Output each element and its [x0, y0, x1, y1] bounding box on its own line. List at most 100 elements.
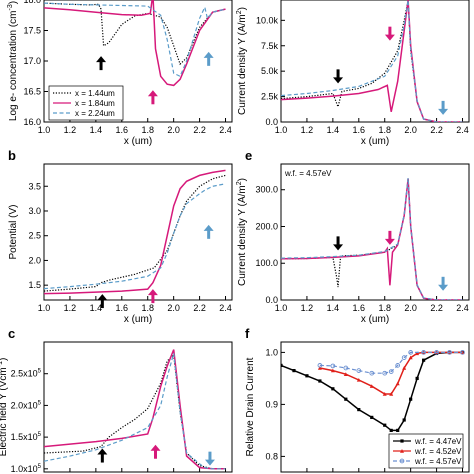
data-point: [395, 363, 401, 368]
data-point: [317, 363, 323, 368]
series-line: [44, 353, 226, 470]
indicator-arrow: [203, 51, 214, 66]
data-point: [434, 350, 439, 355]
data-point: [369, 370, 375, 376]
plot-frame: [280, 341, 470, 473]
data-point: [401, 355, 407, 360]
x-axis-label: x (um): [361, 314, 389, 325]
x-tick-label: 1.8: [141, 303, 154, 313]
series-line: [281, 0, 463, 122]
x-tick-label: 1.2: [301, 125, 314, 135]
x-tick-label: 2.0: [404, 303, 417, 313]
y-tick-label: 3.5: [28, 181, 41, 191]
x-tick-label: 1.2: [64, 303, 77, 313]
x-tick-label: 1.2: [64, 125, 77, 135]
y-axis-label-text: Log e- concentration (cm: [8, 10, 19, 121]
data-point: [343, 372, 348, 376]
y-tick-label: 3.0: [28, 206, 41, 216]
indicator-arrow: [97, 294, 108, 309]
x-tick-label: 1.4: [327, 303, 340, 313]
y-tick-label: 5.0k: [261, 66, 279, 76]
series-line: [281, 0, 463, 122]
indicator-arrow: [333, 236, 344, 251]
data-point: [369, 384, 374, 388]
y-tick-label: 1.0: [265, 347, 278, 357]
indicator-arrow: [438, 100, 449, 115]
series-group: [281, 0, 463, 122]
y-tick-label: 10.0k: [256, 15, 279, 25]
x-tick-label: 2.4: [456, 125, 469, 135]
series-line: [44, 183, 226, 290]
y-tick-exponent: 5: [38, 464, 42, 470]
y-axis-label-tail: ): [237, 7, 248, 10]
data-point: [281, 363, 283, 367]
x-tick-label: 2.0: [167, 125, 180, 135]
x-tick-label: 1.6: [116, 125, 129, 135]
plot-frame: [280, 163, 470, 301]
data-point: [318, 379, 322, 383]
x-tick-label: 2.2: [430, 125, 443, 135]
data-point: [388, 369, 394, 374]
series-line: [44, 349, 226, 470]
y-tick-exponent: 5: [38, 369, 42, 375]
series-line: [44, 174, 226, 292]
data-point: [460, 350, 465, 355]
y-tick-label: 1.5: [28, 280, 41, 290]
series-line: [281, 178, 463, 300]
y-tick-label: 100.0: [255, 258, 278, 268]
data-point: [389, 392, 394, 396]
indicator-arrow: [147, 289, 158, 304]
y-axis-label-sup: -3: [7, 4, 14, 10]
y-tick-label: 0.8: [265, 451, 278, 461]
x-tick-label: 1.4: [90, 125, 103, 135]
data-point: [370, 415, 374, 419]
y-axis-label-sup: 2: [236, 181, 243, 185]
indicator-arrow: [96, 56, 107, 71]
data-point: [447, 350, 452, 355]
data-point: [356, 377, 361, 382]
x-tick-label: 2.2: [430, 303, 443, 313]
series-line: [44, 2, 226, 78]
x-tick-label: 2.4: [219, 303, 232, 313]
y-axis-label-text: Relative Drain Current: [245, 357, 256, 456]
x-tick-label: 1.4: [90, 303, 103, 313]
data-point: [396, 428, 400, 432]
panel-f: 0.8 0.9 1.0 Relative Drain Current f w.f. = 4…: [245, 326, 470, 473]
data-point: [402, 418, 406, 422]
y-tick-label: 2.5: [28, 231, 41, 241]
series-group: [44, 0, 226, 87]
indicator-arrow: [333, 69, 344, 84]
indicator-arrow: [204, 451, 215, 466]
data-point: [422, 358, 426, 362]
panel-label: b: [8, 148, 16, 163]
y-tick-label: 2.0: [28, 255, 41, 265]
x-tick-label: 2.2: [193, 125, 206, 135]
data-point: [330, 368, 335, 373]
x-tick-label: 2.0: [167, 303, 180, 313]
panel-annotation: w.f. = 4.57eV: [284, 169, 332, 178]
y-tick-label: 17.0: [23, 56, 41, 66]
panel-b: 1.5 2.0 2.5 3.0 3.5 1.0 1.2 1.4 1.6 1.8 2.0 2.2 2.4 x…: [8, 148, 233, 325]
y-tick-label: 2.0x105: [11, 400, 42, 410]
x-tick-label: 2.4: [219, 125, 232, 135]
x-axis-label: x (um): [124, 314, 152, 325]
indicator-arrow: [97, 448, 108, 463]
legend-label: w.f. = 4.57eV: [414, 457, 462, 466]
panel-d: 0.0 2.5k 5.0k 7.5k 10.0k 1.0 1.2 1.4 1.6 1.8 2.0 2.…: [236, 0, 470, 147]
x-tick-label: 1.6: [353, 125, 366, 135]
series-line: [44, 353, 226, 470]
y-tick-label: 200.0: [255, 221, 278, 231]
y-tick-exponent: 5: [38, 400, 42, 406]
data-point: [344, 397, 348, 401]
indicator-arrow: [203, 224, 214, 239]
data-point: [382, 370, 388, 376]
legend-label: x = 1.44um: [75, 89, 115, 98]
y-axis-label: Current density Y (A/m2): [236, 7, 248, 115]
data-point: [292, 369, 296, 373]
series-group: [44, 169, 226, 295]
y-tick-label: 2.5k: [261, 92, 279, 102]
series-group: [281, 350, 465, 432]
